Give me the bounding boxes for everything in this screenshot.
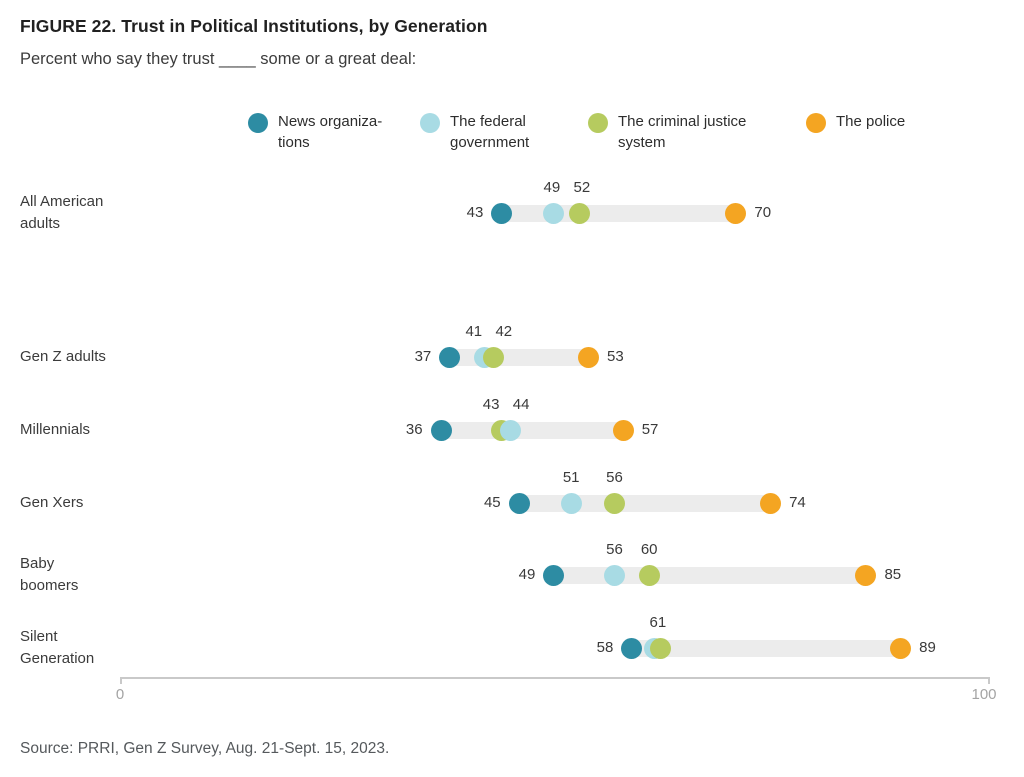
legend: News organiza-tions The federal governmen… <box>248 111 905 153</box>
row-label-baby-boomers: Baby boomers <box>20 555 79 594</box>
dot-the-police <box>855 564 877 586</box>
dot-the-federal-government <box>543 202 565 224</box>
x-axis-tick-label: 100 <box>971 686 997 703</box>
source-note: Source: PRRI, Gen Z Survey, Aug. 21-Sept… <box>20 740 390 757</box>
x-axis-tick <box>988 677 990 684</box>
dot-news-organizations <box>430 419 452 441</box>
dot-the-police <box>760 492 782 514</box>
dot-the-criminal-justice-system <box>569 202 591 224</box>
dot-the-police <box>725 202 747 224</box>
dot-news-organizations <box>621 637 643 659</box>
value-label: 43 <box>466 204 484 221</box>
x-axis-tick-label: 0 <box>115 686 125 703</box>
range-bar <box>449 348 589 366</box>
dot-news-organizations <box>508 492 530 514</box>
legend-color-dot <box>806 113 826 133</box>
value-label: 36 <box>405 421 423 438</box>
value-label: 53 <box>607 348 624 365</box>
value-label: 60 <box>640 541 658 558</box>
figure-title: FIGURE 22. Trust in Political Institutio… <box>20 16 488 36</box>
legend-color-dot <box>420 113 440 133</box>
value-label: 89 <box>919 639 936 656</box>
legend-color-dot <box>588 113 608 133</box>
value-label: 49 <box>518 566 536 583</box>
value-label: 49 <box>543 179 561 196</box>
dot-the-federal-government <box>604 564 626 586</box>
value-label: 45 <box>483 494 501 511</box>
value-label: 56 <box>606 541 623 558</box>
range-bar <box>631 639 901 657</box>
dot-the-police <box>612 419 634 441</box>
range-bar <box>519 494 771 512</box>
value-label: 44 <box>512 396 530 413</box>
figure-subtitle: Percent who say they trust ____ some or … <box>20 50 417 68</box>
legend-item-news-organizations: News organiza-tions <box>248 111 420 153</box>
legend-label: News organiza-tions <box>278 113 383 151</box>
dot-the-police <box>890 637 912 659</box>
x-axis-line <box>120 677 990 679</box>
dot-the-criminal-justice-system <box>482 346 504 368</box>
dot-the-criminal-justice-system <box>604 492 626 514</box>
value-label: 41 <box>465 323 483 340</box>
value-label: 58 <box>596 639 614 656</box>
legend-label: The criminal justice system <box>618 113 747 151</box>
value-label: 85 <box>884 566 902 583</box>
row-label-gen-z-adults: Gen Z adults <box>20 348 106 365</box>
legend-item-the-criminal-justice-system: The criminal justice system <box>588 111 806 153</box>
dot-the-federal-government <box>560 492 582 514</box>
value-label: 52 <box>573 179 591 196</box>
row-label-silent-generation: Silent Generation <box>20 628 95 667</box>
row-label-gen-xers: Gen Xers <box>20 494 84 511</box>
dot-the-federal-government <box>499 419 521 441</box>
value-label: 42 <box>495 323 513 340</box>
legend-item-the-federal-government: The federal government <box>420 111 588 153</box>
value-label: 51 <box>562 469 580 486</box>
x-axis-tick <box>120 677 122 684</box>
value-label: 57 <box>641 421 659 438</box>
dot-the-criminal-justice-system <box>650 637 672 659</box>
row-label-millennials: Millennials <box>20 421 91 438</box>
legend-item-the-police: The police <box>806 111 905 133</box>
value-label: 43 <box>482 396 500 413</box>
range-bar <box>441 421 624 439</box>
value-label: 70 <box>754 204 772 221</box>
dot-news-organizations <box>543 564 565 586</box>
legend-label: The federal government <box>450 113 530 151</box>
dot-news-organizations <box>439 346 461 368</box>
range-bar <box>501 204 736 222</box>
value-label: 37 <box>414 348 432 365</box>
value-label: 61 <box>649 614 667 631</box>
dot-news-organizations <box>491 202 513 224</box>
value-label: 74 <box>789 494 806 511</box>
legend-label: The police <box>836 113 906 130</box>
legend-color-dot <box>248 113 268 133</box>
row-label-all-american-adults: All American adults <box>20 193 104 232</box>
value-label: 56 <box>606 469 623 486</box>
dot-the-criminal-justice-system <box>638 564 660 586</box>
dot-the-police <box>578 346 599 368</box>
range-bar <box>553 566 866 584</box>
